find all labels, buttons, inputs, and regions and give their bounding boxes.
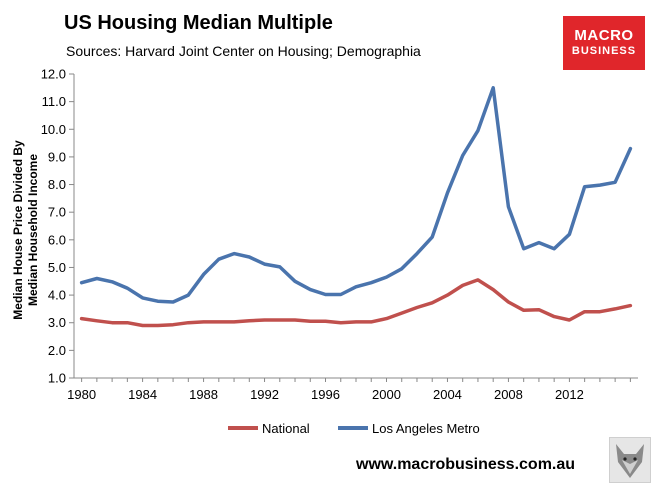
legend-label-national: National — [262, 421, 310, 436]
series-line-national — [79, 278, 633, 328]
legend: National Los Angeles Metro — [228, 421, 480, 436]
x-tick-label: 1992 — [250, 387, 279, 402]
x-tick-label: 1996 — [311, 387, 340, 402]
x-tick-label: 2012 — [555, 387, 584, 402]
y-tick-label: 8.0 — [48, 177, 66, 192]
y-tick-label: 4.0 — [48, 288, 66, 303]
x-tick-label: 2000 — [372, 387, 401, 402]
chart-title: US Housing Median Multiple — [64, 12, 333, 34]
series-lines — [79, 86, 633, 328]
y-tick-label: 5.0 — [48, 260, 66, 275]
y-tick-label: 2.0 — [48, 343, 66, 358]
y-tick-label: 12.0 — [41, 67, 66, 82]
y-tick-label: 3.0 — [48, 315, 66, 330]
legend-label-los-angeles: Los Angeles Metro — [372, 421, 480, 436]
x-tick-label: 2004 — [433, 387, 462, 402]
logo-line-1: MACRO — [574, 27, 634, 44]
macrobusiness-logo[interactable]: MACRO BUSINESS — [563, 16, 645, 70]
y-tick-label: 7.0 — [48, 205, 66, 220]
x-tick-label: 1988 — [189, 387, 218, 402]
x-tick-label: 2008 — [494, 387, 523, 402]
ticks: 1.0 2.0 3.0 4.0 5.0 6.0 7.0 8.0 9.0 10.0 11.0 12.0 1… — [41, 67, 631, 402]
fox-icon — [609, 437, 651, 483]
axes — [73, 74, 638, 379]
series-line-los-angeles — [79, 86, 633, 304]
x-tick-label: 1980 — [67, 387, 96, 402]
logo-line-2: BUSINESS — [571, 45, 637, 57]
y-tick-label: 1.0 — [48, 371, 66, 386]
x-tick-label: 1984 — [128, 387, 157, 402]
y-tick-label: 10.0 — [41, 122, 66, 137]
y-axis-label-line-2: Median Household Income — [26, 154, 40, 306]
chart-subtitle: Sources: Harvard Joint Center on Housing… — [66, 43, 421, 59]
y-axis-label-line-1: Median House Price Divided By — [11, 140, 25, 320]
y-tick-label: 9.0 — [48, 149, 66, 164]
y-tick-label: 11.0 — [42, 94, 66, 109]
website-link[interactable]: www.macrobusiness.com.au — [356, 456, 576, 473]
y-tick-label: 6.0 — [48, 232, 66, 247]
